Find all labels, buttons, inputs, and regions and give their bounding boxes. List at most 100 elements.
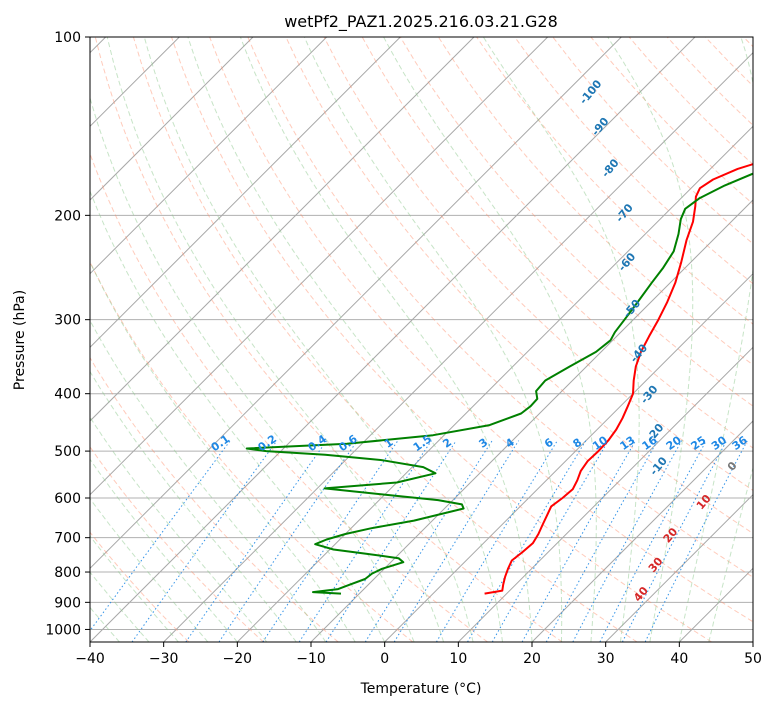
dry-adiabat [704,37,753,87]
dry-adiabat [171,37,712,642]
mixing-ratio-label: 36 [730,433,750,453]
isotherm-line [384,272,753,642]
isotherm-line [310,199,753,642]
pressure-gridlines [90,37,753,630]
isotherm-line [90,37,622,570]
x-tick-label: 0 [380,651,389,667]
moist-adiabat [482,37,640,642]
dry-adiabat [90,446,264,642]
y-tick-label: 900 [54,595,81,611]
moist-adiabat [143,37,474,642]
x-tick-label: 20 [523,651,541,667]
temperature-label: -10 [647,454,670,478]
skewed-isotherms [90,37,753,642]
dry-adiabat [323,37,753,491]
isotherm-line [163,51,753,642]
dry-adiabat [247,37,753,578]
dewpoint-profile [245,172,753,595]
mixing-ratio-line [644,440,748,642]
mixing-ratio-label: 13 [617,434,637,453]
moist-adiabat [187,37,503,642]
dry-adiabat [94,37,563,642]
isotherm-line [236,125,753,642]
moist-adiabat [90,416,268,642]
dry-adiabat [552,37,753,245]
isotherm-line [90,37,328,275]
x-tick-label: 50 [744,651,762,667]
x-axis-ticks: −40 −30 −20 −10 0 10 20 30 40 50 [75,642,762,667]
moist-adiabat [239,37,533,642]
x-tick-label: 30 [597,651,615,667]
mixing-ratio-line [521,440,637,642]
dry-adiabat [285,37,753,535]
dry-adiabat [361,37,753,449]
moist-adiabat [90,497,209,642]
moist-adiabat [303,37,563,642]
dry-adiabat [90,356,339,642]
isotherm-line [90,37,696,642]
moist-adiabat [678,37,753,642]
y-axis-label: Pressure (hPa) [12,290,28,390]
x-tick-label: −40 [75,651,105,667]
mixing-ratio-line [325,440,457,642]
mixing-ratio-line [572,440,683,642]
x-axis-label: Temperature (°C) [360,681,482,697]
temperature-label: -80 [599,156,622,180]
y-axis-ticks: 100 200 300 400 500 600 700 800 900 1000 [45,30,90,638]
dry-adiabat [132,37,638,642]
mixing-ratio-line [262,440,399,642]
dry-adiabat [743,37,753,48]
moist-adiabat [90,458,238,642]
mixing-ratio-line [545,440,659,642]
y-tick-label: 1000 [45,622,81,638]
mixing-ratio-label: 30 [709,433,729,453]
y-tick-label: 100 [54,30,81,46]
temperature-profile [484,163,753,595]
x-tick-label: 40 [670,651,688,667]
background-line-labels: 0.1 0.2 0.4 0.6 1 1.5 2 3 4 6 8 10 13 16 20 25 30 36-100-… [209,77,750,604]
dry-adiabat [514,37,753,285]
dry-adiabats [90,37,753,642]
dry-adiabat [209,37,753,623]
isotherm-line [90,37,401,349]
mixing-ratio-line [393,440,520,642]
moist-adiabat-label: 0 [725,459,740,473]
x-tick-label: −20 [223,651,253,667]
y-tick-label: 300 [54,313,81,329]
isotherm-line [605,493,753,642]
isotherm-line [752,641,753,642]
x-tick-label: −30 [149,651,179,667]
temperature-label: -30 [638,383,661,407]
profiles [245,163,753,595]
y-tick-label: 200 [54,208,81,224]
y-tick-label: 400 [54,387,81,403]
dry-adiabat [666,37,753,126]
moist-adiabat [90,319,327,642]
moist-adiabat-label: 20 [661,525,681,545]
dry-adiabat [437,37,753,366]
isotherm-line [457,346,753,642]
y-tick-label: 600 [54,491,81,507]
moist-adiabat [90,189,386,642]
x-tick-label: −10 [296,651,326,667]
mixing-ratio-line [298,440,432,642]
y-tick-label: 500 [54,444,81,460]
isotherm-line [90,37,549,496]
mixing-ratio-label: 1 [382,436,396,451]
y-tick-label: 700 [54,531,81,547]
dry-adiabat [90,152,488,642]
isotherm-line [90,37,475,422]
mixing-ratio-label: 6 [542,436,556,451]
moist-adiabats [90,37,753,642]
mixing-ratio-label: 25 [689,434,709,453]
temperature-label: -90 [589,115,612,139]
moist-adiabat [90,260,356,642]
mixing-ratio-lines [90,440,748,642]
mixing-ratio-line [131,440,278,642]
isotherm-line [678,567,753,642]
moist-adiabat [708,466,753,642]
isotherm-line [90,37,254,201]
y-tick-label: 800 [54,565,81,581]
dry-adiabat [590,37,753,205]
